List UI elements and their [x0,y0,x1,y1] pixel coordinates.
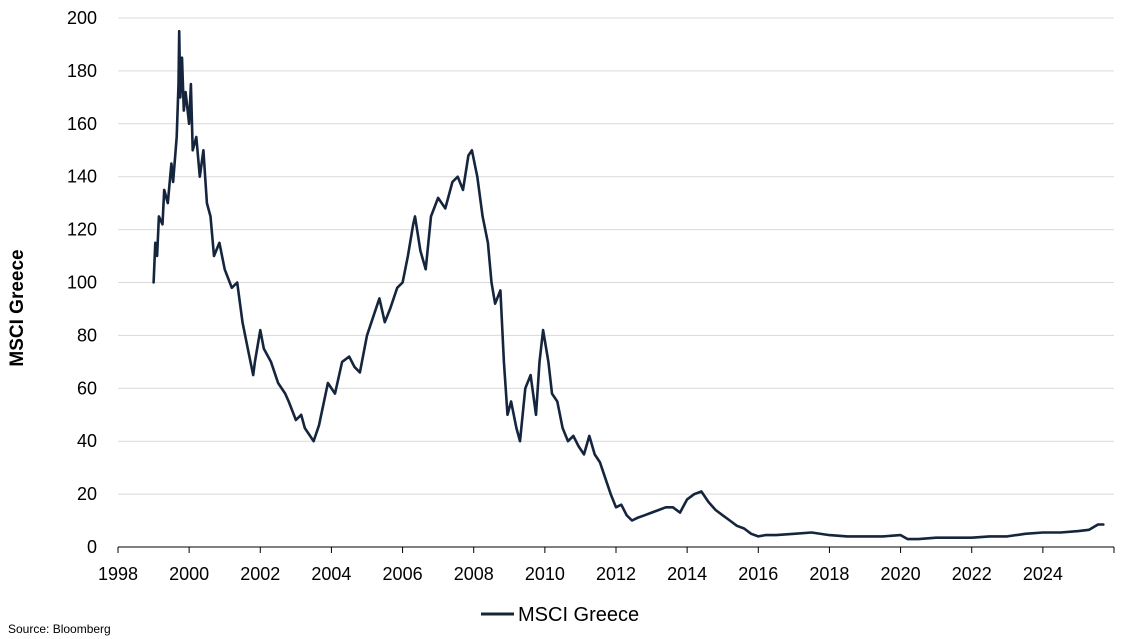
grid-lines [118,17,1114,495]
y-tick-label: 0 [87,537,97,557]
plot-area [152,29,1105,541]
x-axis [117,546,1115,553]
x-tick-label: 2014 [667,564,707,584]
y-axis-label: MSCI Greece [7,249,28,366]
x-tick-label: 2006 [383,564,423,584]
legend: MSCI Greece [481,604,639,626]
x-tick-label: 2020 [881,564,921,584]
x-tick-label: 2008 [454,564,494,584]
x-tick-label: 2018 [809,564,849,584]
x-tick-label: 2024 [1023,564,1063,584]
y-tick-label: 120 [67,220,97,240]
y-tick-label: 140 [67,167,97,187]
x-tick-label: 2002 [240,564,280,584]
x-tick-label: 2022 [952,564,992,584]
y-tick-label: 160 [67,114,97,134]
y-tick-labels: 0 20 40 60 80 100 120 140 160 180 200 [67,8,97,557]
y-tick-label: 60 [77,378,97,398]
y-tick-label: 200 [67,8,97,28]
y-tick-label: 180 [67,61,97,81]
y-tick-label: 20 [77,484,97,504]
legend-label: MSCI Greece [518,604,639,626]
x-tick-label: 2000 [169,564,209,584]
y-tick-label: 40 [77,431,97,451]
x-tick-label: 2010 [525,564,565,584]
series-line-msci-greece [152,29,1105,541]
y-tick-label: 80 [77,325,97,345]
y-tick-label: 100 [67,273,97,293]
x-tick-label: 2012 [596,564,636,584]
x-tick-label: 2004 [311,564,351,584]
x-tick-label: 2016 [738,564,778,584]
source-note: Source: Bloomberg [8,622,111,636]
x-tick-labels: 1998 2000 2002 2004 2006 2008 2010 2012 2014 2016… [98,564,1063,584]
x-tick-label: 1998 [98,564,138,584]
